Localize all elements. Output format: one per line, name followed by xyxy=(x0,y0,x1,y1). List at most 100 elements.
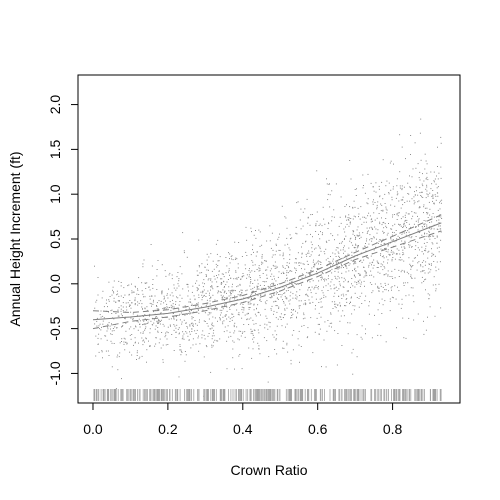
scatter-point xyxy=(382,231,383,232)
scatter-point xyxy=(336,183,337,184)
scatter-point xyxy=(263,273,264,274)
scatter-point xyxy=(130,312,131,313)
scatter-point xyxy=(137,352,138,353)
scatter-point xyxy=(287,352,288,353)
scatter-point xyxy=(248,304,249,305)
scatter-point xyxy=(424,279,425,280)
scatter-point xyxy=(233,316,234,317)
scatter-point xyxy=(199,322,200,323)
scatter-point xyxy=(123,302,124,303)
scatter-point xyxy=(320,329,321,330)
scatter-point xyxy=(127,343,128,344)
scatter-point xyxy=(164,298,165,299)
scatter-point xyxy=(276,338,277,339)
scatter-point xyxy=(175,290,176,291)
scatter-point xyxy=(106,303,107,304)
scatter-point xyxy=(350,218,351,219)
scatter-point xyxy=(252,291,253,292)
scatter-point xyxy=(296,291,297,292)
scatter-point xyxy=(121,314,122,315)
scatter-point xyxy=(406,220,407,221)
scatter-point xyxy=(426,330,427,331)
scatter-point xyxy=(429,202,430,203)
scatter-point xyxy=(388,290,389,291)
scatter-point xyxy=(129,306,130,307)
scatter-point xyxy=(397,193,398,194)
scatter-point xyxy=(371,227,372,228)
scatter-point xyxy=(270,270,271,271)
scatter-point xyxy=(390,238,391,239)
scatter-point xyxy=(382,198,383,199)
scatter-point xyxy=(414,200,415,201)
scatter-point xyxy=(146,323,147,324)
scatter-point xyxy=(378,309,379,310)
scatter-point xyxy=(368,198,369,199)
scatter-point xyxy=(392,199,393,200)
scatter-point xyxy=(330,233,331,234)
scatter-point xyxy=(224,276,225,277)
scatter-point xyxy=(116,388,117,389)
scatter-point xyxy=(102,297,103,298)
scatter-point xyxy=(214,300,215,301)
scatter-point xyxy=(248,313,249,314)
scatter-point xyxy=(198,302,199,303)
scatter-point xyxy=(239,339,240,340)
scatter-point xyxy=(384,232,385,233)
scatter-point xyxy=(226,319,227,320)
scatter-point xyxy=(350,238,351,239)
scatter-point xyxy=(218,260,219,261)
scatter-point xyxy=(404,221,405,222)
scatter-point xyxy=(142,266,143,267)
scatter-point xyxy=(371,238,372,239)
scatter-point xyxy=(275,280,276,281)
scatter-point xyxy=(388,259,389,260)
scatter-point xyxy=(144,342,145,343)
scatter-point xyxy=(394,285,395,286)
scatter-point xyxy=(164,326,165,327)
scatter-point xyxy=(256,256,257,257)
scatter-point xyxy=(435,256,436,257)
scatter-point xyxy=(428,196,429,197)
scatter-point xyxy=(210,328,211,329)
scatter-point xyxy=(138,322,139,323)
scatter-point xyxy=(132,319,133,320)
scatter-point xyxy=(322,232,323,233)
scatter-point xyxy=(181,273,182,274)
scatter-point xyxy=(186,354,187,355)
scatter-point xyxy=(424,226,425,227)
scatter-point xyxy=(96,321,97,322)
scatter-point xyxy=(138,330,139,331)
scatter-point xyxy=(176,316,177,317)
scatter-point xyxy=(398,236,399,237)
scatter-point xyxy=(351,313,352,314)
scatter-point xyxy=(108,282,109,283)
scatter-point xyxy=(349,265,350,266)
scatter-point xyxy=(109,322,110,323)
scatter-point xyxy=(229,321,230,322)
scatter-point xyxy=(290,270,291,271)
y-axis: -1.0-0.50.00.51.01.52.0 xyxy=(47,95,78,386)
scatter-point xyxy=(206,345,207,346)
scatter-point xyxy=(174,330,175,331)
scatter-point xyxy=(141,303,142,304)
scatter-point xyxy=(158,309,159,310)
scatter-point xyxy=(361,237,362,238)
scatter-point xyxy=(264,260,265,261)
scatter-point xyxy=(178,308,179,309)
scatter-point xyxy=(268,288,269,289)
scatter-point xyxy=(349,303,350,304)
scatter-point xyxy=(385,223,386,224)
scatter-point xyxy=(114,301,115,302)
scatter-point xyxy=(228,252,229,253)
scatter-point xyxy=(359,232,360,233)
scatter-point xyxy=(301,257,302,258)
scatter-point xyxy=(229,307,230,308)
scatter-point xyxy=(250,279,251,280)
scatter-point xyxy=(284,292,285,293)
scatter-point xyxy=(155,344,156,345)
scatter-point xyxy=(123,297,124,298)
scatter-point xyxy=(155,337,156,338)
scatter-point xyxy=(403,254,404,255)
scatter-point xyxy=(413,287,414,288)
scatter-point xyxy=(239,331,240,332)
